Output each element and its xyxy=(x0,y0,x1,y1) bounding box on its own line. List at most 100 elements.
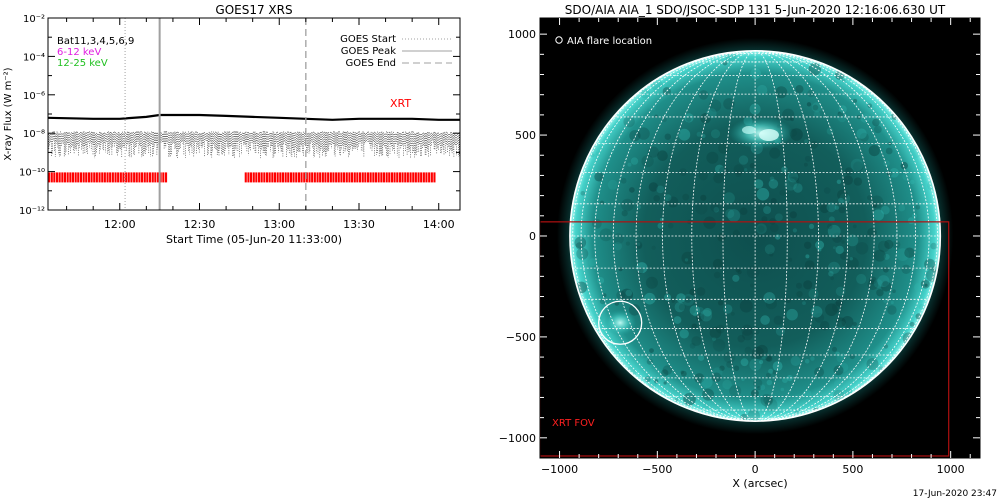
goes-x-tick-label: 12:30 xyxy=(184,218,216,231)
sun-texture-spot xyxy=(703,307,712,317)
sun-texture-spot xyxy=(709,326,722,339)
sun-texture-spot xyxy=(702,388,715,401)
sun-texture-spot xyxy=(679,168,687,177)
sun-texture-spot xyxy=(648,379,657,389)
sun-texture-spot xyxy=(656,185,665,194)
sun-texture-spot xyxy=(717,233,726,242)
sun-texture-spot xyxy=(667,222,674,229)
sun-texture-spot xyxy=(645,276,658,289)
sun-texture-spot xyxy=(646,358,653,365)
sun-texture-spot xyxy=(884,239,894,249)
aia-panel: SDO/AIA AIA_1 SDO/JSOC-SDP 131 5-Jun-202… xyxy=(499,3,997,499)
sun-texture-spot xyxy=(873,249,886,262)
sun-texture-spot xyxy=(689,342,696,349)
sun-texture-spot xyxy=(713,271,721,279)
sun-texture-spot xyxy=(769,147,781,159)
xrt-coverage-mark xyxy=(382,172,385,183)
sun-texture-spot xyxy=(820,320,830,331)
sun-texture-spot xyxy=(867,103,873,108)
sun-texture-spot xyxy=(643,292,656,305)
xrt-coverage-mark xyxy=(414,172,417,183)
sun-texture-spot xyxy=(657,150,668,161)
xrt-coverage-mark xyxy=(74,172,77,183)
sun-texture-spot xyxy=(781,166,788,173)
sun-texture-spot xyxy=(825,303,838,317)
sun-texture-spot xyxy=(636,356,643,363)
xrt-coverage-mark xyxy=(95,172,98,183)
xrt-coverage-mark xyxy=(332,172,335,183)
xrt-fov-box xyxy=(540,221,950,457)
sun-texture-spot xyxy=(620,177,627,184)
sun-texture-spot xyxy=(881,281,892,292)
goes-title: GOES17 XRS xyxy=(215,3,292,17)
goes-y-tick-label: 10⁻¹⁰ xyxy=(19,168,45,179)
sun-texture-spot xyxy=(678,303,686,311)
xrt-coverage-mark xyxy=(157,172,160,183)
sun-texture-spot xyxy=(814,367,825,378)
sun-texture-spot xyxy=(835,286,846,297)
sun-texture-spot xyxy=(855,242,869,255)
sun-texture-spot xyxy=(804,162,808,167)
sun-texture-spot xyxy=(637,127,650,140)
sun-texture-spot xyxy=(901,264,911,274)
sun-texture-spot xyxy=(667,196,679,208)
sun-texture-spot xyxy=(790,117,794,122)
xrt-coverage-mark xyxy=(122,172,125,183)
sun-texture-spot xyxy=(661,117,667,123)
sun-texture-spot xyxy=(870,195,884,209)
goes-x-tick-label: 13:30 xyxy=(343,218,375,231)
xrt-coverage-mark xyxy=(111,172,114,183)
xrt-coverage-mark xyxy=(313,172,316,183)
sun-texture-spot xyxy=(744,168,748,172)
sun-texture-spot xyxy=(703,216,716,229)
sun-texture-spot xyxy=(883,344,889,349)
xrt-coverage-mark xyxy=(61,172,64,183)
xrt-coverage-mark xyxy=(135,172,138,183)
sun-texture-spot xyxy=(892,240,901,249)
xrt-coverage-mark xyxy=(119,172,122,183)
sun-texture-spot xyxy=(621,198,634,212)
aia-axes: −1000 −500 0 500 1000 −1000 −500 0 500 1000 xyxy=(499,17,981,476)
xrt-fov-label: XRT FOV xyxy=(552,418,595,429)
sun-texture-spot xyxy=(749,358,762,371)
sun-texture-spot xyxy=(607,179,618,190)
goes-legend-event-label: GOES Start xyxy=(340,34,396,45)
xrt-coverage-mark xyxy=(53,172,56,183)
sun-texture-spot xyxy=(807,89,815,98)
grid-longitude-line xyxy=(691,50,756,422)
xrt-coverage-mark xyxy=(367,172,370,183)
sun-texture-spot xyxy=(866,358,879,370)
xrt-coverage-mark xyxy=(255,172,258,183)
sun-texture-spot xyxy=(859,132,869,142)
xrt-coverage-mark xyxy=(404,172,407,183)
sun-texture-spot xyxy=(700,113,711,124)
sun-texture-spot xyxy=(627,162,632,167)
grid-longitude-line xyxy=(612,50,756,422)
xrt-coverage-mark xyxy=(292,172,295,183)
sun-texture-spot xyxy=(827,224,841,238)
sun-texture-spot xyxy=(763,206,772,214)
xrt-coverage-mark xyxy=(58,172,61,183)
xrt-coverage-mark xyxy=(114,172,117,183)
sun-texture-spot xyxy=(786,375,793,382)
sun-texture-spot xyxy=(779,189,786,196)
sun-texture-spot xyxy=(735,170,742,177)
sun-texture-spot xyxy=(625,289,633,297)
xrt-coverage-mark xyxy=(133,172,136,183)
xrt-coverage-mark xyxy=(117,172,120,183)
xrt-coverage-mark xyxy=(348,172,351,183)
sun-texture-spot xyxy=(691,323,698,330)
sun-texture-spot xyxy=(712,337,716,341)
sun-texture-spot xyxy=(756,187,770,201)
sun-texture-spot xyxy=(805,254,810,259)
aia-frame xyxy=(539,17,981,459)
sun-texture-spot xyxy=(826,202,837,213)
sun-texture-spot xyxy=(618,267,623,272)
xrt-coverage-mark xyxy=(271,172,274,183)
sun-texture-spot xyxy=(833,379,844,389)
xrt-coverage-mark xyxy=(433,172,436,183)
grid-longitude-line xyxy=(722,50,756,422)
sun-texture-spot xyxy=(706,151,719,164)
sun-texture-spot xyxy=(815,240,825,250)
